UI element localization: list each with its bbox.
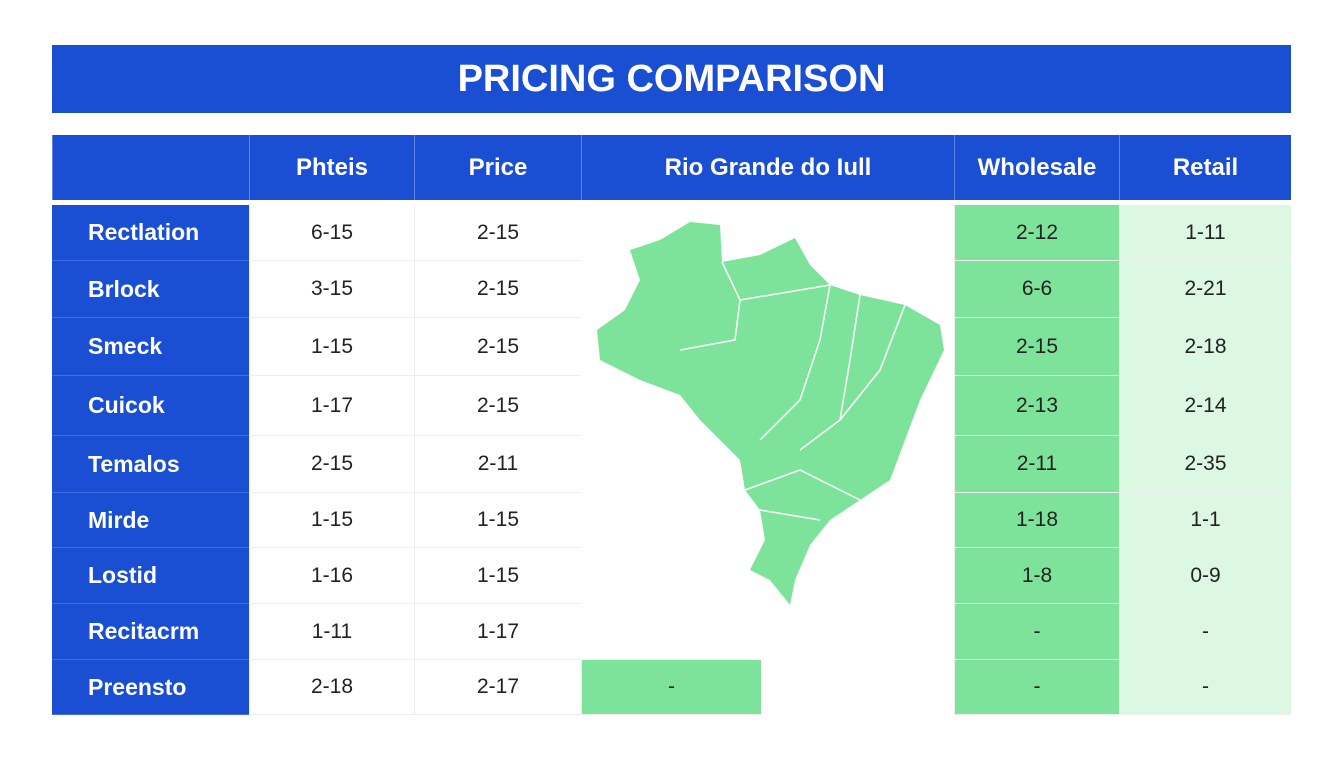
row-label: Smeck bbox=[52, 318, 249, 376]
table-cell: - bbox=[1119, 604, 1291, 660]
table-cell: 6-15 bbox=[249, 205, 414, 261]
table-cell: 2-18 bbox=[249, 660, 414, 715]
title: PRICING COMPARISON bbox=[52, 45, 1291, 113]
table-cell: 2-35 bbox=[1119, 436, 1291, 493]
table-cell: - bbox=[1119, 660, 1291, 715]
table-cell: 1-8 bbox=[954, 548, 1119, 604]
table-cell: 1-1 bbox=[1119, 493, 1291, 548]
table-cell: 1-15 bbox=[414, 548, 581, 604]
table-cell: 2-14 bbox=[1119, 376, 1291, 436]
row-label: Temalos bbox=[52, 436, 249, 493]
row-label: Preensto bbox=[52, 660, 249, 715]
table-cell: 2-21 bbox=[1119, 261, 1291, 318]
column-header: Price bbox=[414, 135, 581, 200]
row-label: Lostid bbox=[52, 548, 249, 604]
row-label: Cuicok bbox=[52, 376, 249, 436]
table-cell: 1-17 bbox=[414, 604, 581, 660]
table-cell: 3-15 bbox=[249, 261, 414, 318]
column-header: Phteis bbox=[249, 135, 414, 200]
row-label: Rectlation bbox=[52, 205, 249, 261]
table-cell: 1-16 bbox=[249, 548, 414, 604]
column-header: Retail bbox=[1119, 135, 1291, 200]
table-cell: 1-15 bbox=[249, 318, 414, 376]
row-label: Mirde bbox=[52, 493, 249, 548]
table-cell: 2-18 bbox=[1119, 318, 1291, 376]
map-borders bbox=[679, 261, 906, 521]
map-shape bbox=[597, 222, 944, 605]
table-cell: - bbox=[581, 660, 761, 715]
table-cell: 1-17 bbox=[249, 376, 414, 436]
table-cell: 1-15 bbox=[249, 493, 414, 548]
column-header: Wholesale bbox=[954, 135, 1119, 200]
table-cell: 0-9 bbox=[1119, 548, 1291, 604]
table-cell: 6-6 bbox=[954, 261, 1119, 318]
table-cell: 1-15 bbox=[414, 493, 581, 548]
table-cell: 2-15 bbox=[414, 261, 581, 318]
table-cell: 2-15 bbox=[249, 436, 414, 493]
column-header: Rio Grande do Iull bbox=[581, 135, 954, 200]
table-cell: 2-15 bbox=[954, 318, 1119, 376]
row-label: Brlock bbox=[52, 261, 249, 318]
header-cell bbox=[52, 135, 249, 200]
table-cell: 1-11 bbox=[249, 604, 414, 660]
table-cell: - bbox=[954, 660, 1119, 715]
table-cell: 2-17 bbox=[414, 660, 581, 715]
table-cell: 2-15 bbox=[414, 376, 581, 436]
table-cell: 2-11 bbox=[414, 436, 581, 493]
table-cell: - bbox=[954, 604, 1119, 660]
table-cell: 2-12 bbox=[954, 205, 1119, 261]
table-cell: 2-13 bbox=[954, 376, 1119, 436]
table-cell: 2-15 bbox=[414, 205, 581, 261]
table-cell: 2-11 bbox=[954, 436, 1119, 493]
table-cell: 1-11 bbox=[1119, 205, 1291, 261]
row-label: Recitacrm bbox=[52, 604, 249, 660]
table-cell: 2-15 bbox=[414, 318, 581, 376]
table-cell: 1-18 bbox=[954, 493, 1119, 548]
